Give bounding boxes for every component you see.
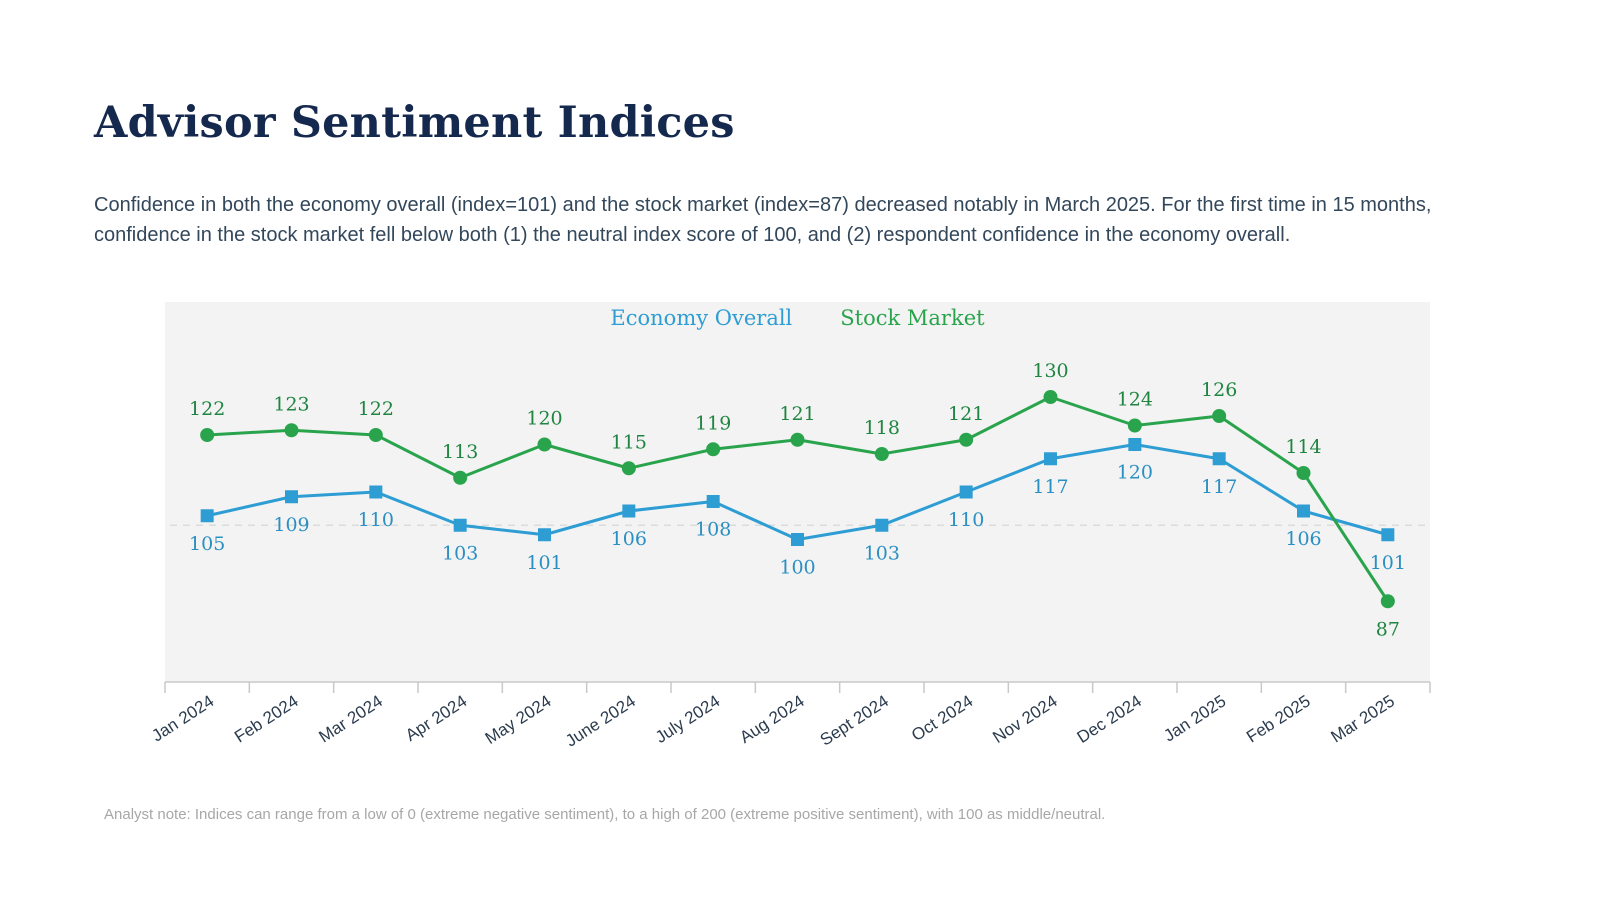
marker-square [285, 490, 298, 504]
data-label: 103 [864, 542, 900, 564]
marker-circle [200, 428, 215, 442]
data-label: 109 [273, 514, 309, 536]
data-label: 119 [695, 412, 731, 434]
marker-square [1381, 528, 1395, 542]
x-axis-label: Jan 2025 [1160, 691, 1229, 745]
legend-item-stock-market: Stock Market [840, 306, 985, 330]
data-label: 121 [779, 403, 815, 425]
data-label: 117 [1032, 476, 1068, 498]
data-label: 87 [1376, 618, 1400, 640]
marker-square [538, 528, 551, 542]
data-label: 101 [1370, 552, 1406, 574]
data-label: 120 [526, 408, 562, 430]
chart-description: Confidence in both the economy overall (… [94, 194, 1432, 246]
x-axis-label: Mar 2025 [1327, 691, 1398, 746]
x-axis-label: Aug 2024 [736, 691, 807, 747]
data-label: 120 [1117, 462, 1153, 484]
marker-circle [1127, 418, 1142, 433]
data-label: 122 [358, 398, 394, 420]
marker-square [622, 504, 636, 518]
data-label: 115 [611, 431, 647, 453]
marker-circle [1212, 409, 1227, 423]
x-axis-label: Apr 2024 [402, 691, 470, 745]
marker-circle [453, 470, 468, 485]
data-label: 123 [273, 393, 309, 415]
data-label: 106 [1285, 528, 1321, 550]
x-axis-label: Oct 2024 [908, 691, 976, 745]
x-axis-label: Feb 2024 [231, 691, 302, 746]
data-label: 110 [358, 509, 394, 531]
marker-square [1044, 452, 1057, 466]
data-label: 121 [948, 403, 984, 425]
legend-item-economy-overall: Economy Overall [610, 306, 793, 330]
data-label: 114 [1285, 436, 1321, 458]
x-axis-label: Dec 2024 [1074, 691, 1145, 747]
page-title: Advisor Sentiment Indices [94, 98, 735, 148]
marker-square [706, 495, 720, 508]
data-label: 108 [695, 519, 731, 541]
marker-circle [1296, 466, 1311, 480]
x-axis-label: May 2024 [482, 691, 555, 748]
marker-circle [1043, 390, 1058, 404]
data-label: 126 [1201, 379, 1237, 401]
data-label: 124 [1117, 389, 1153, 411]
marker-circle [959, 432, 974, 447]
marker-square [369, 485, 383, 499]
data-label: 118 [864, 417, 900, 439]
marker-square [1212, 452, 1226, 466]
marker-circle [1380, 594, 1395, 609]
data-label: 105 [189, 533, 225, 555]
marker-circle [284, 423, 299, 438]
x-axis-label: Feb 2025 [1243, 691, 1314, 746]
data-label: 103 [442, 542, 478, 564]
marker-circle [790, 432, 805, 447]
marker-square [200, 509, 214, 523]
data-label: 113 [442, 441, 478, 463]
data-label: 106 [611, 528, 647, 550]
marker-circle [368, 428, 383, 442]
data-label: 100 [779, 557, 815, 579]
marker-square [1128, 438, 1142, 451]
x-axis-label: June 2024 [562, 691, 639, 750]
data-label: 117 [1201, 476, 1237, 498]
marker-square [453, 518, 467, 532]
x-axis-label: Sept 2024 [817, 691, 892, 749]
marker-circle [706, 442, 721, 457]
x-axis-label: Nov 2024 [989, 691, 1060, 747]
marker-square [875, 518, 889, 532]
x-axis-label: Mar 2024 [315, 691, 386, 746]
data-label: 122 [189, 398, 225, 420]
marker-circle [874, 447, 889, 461]
marker-circle [621, 461, 636, 476]
marker-square [791, 533, 804, 546]
analyst-note: Analyst note: Indices can range from a l… [104, 806, 1106, 823]
marker-circle [537, 437, 552, 452]
marker-square [959, 485, 973, 499]
data-label: 101 [526, 552, 562, 574]
marker-square [1297, 504, 1310, 518]
data-label: 110 [948, 509, 984, 531]
chart-legend: Economy Overall Stock Market [165, 305, 1430, 331]
data-label: 130 [1032, 360, 1068, 382]
x-axis-label: Jan 2024 [148, 691, 217, 745]
x-axis-label: July 2024 [652, 691, 723, 747]
